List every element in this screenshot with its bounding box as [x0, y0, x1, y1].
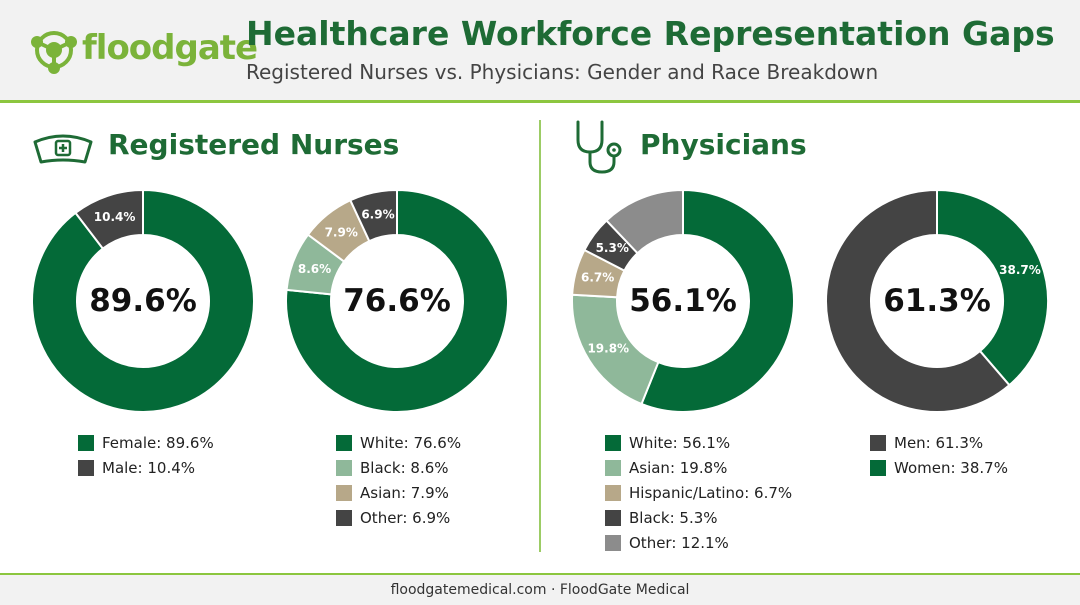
- legend-item-women: Women: 38.7%: [870, 455, 1008, 480]
- footer: floodgatemedical.com · FloodGate Medical: [0, 573, 1080, 605]
- donut-slice-female: [31, 188, 255, 413]
- legend-item-men: Men: 61.3%: [870, 430, 1008, 455]
- slice-label-black: 8.6%: [298, 262, 331, 276]
- nurses-gender-legend: Female: 89.6% Male: 10.4%: [78, 430, 214, 480]
- donut-slice-women: [936, 188, 1049, 387]
- chart-center-label: 76.6%: [343, 283, 451, 319]
- legend-label: Black: 5.3%: [629, 508, 718, 527]
- legend-item-other: Other: 6.9%: [336, 505, 461, 530]
- legend-label: White: 76.6%: [360, 433, 462, 452]
- slice-label-hispanic-latino: 6.7%: [581, 271, 614, 285]
- donut-slice-white: [285, 188, 509, 413]
- chart-center-label: 56.1%: [629, 283, 737, 319]
- legend-label: Men: 61.3%: [894, 433, 984, 452]
- slice-label-asian: 7.9%: [325, 225, 358, 239]
- legend-item-female: Female: 89.6%: [78, 430, 214, 455]
- legend-swatch: [605, 459, 621, 476]
- nurses-race-legend: White: 76.6% Black: 8.6% Asian: 7.9% Other:…: [336, 430, 461, 530]
- nurses-gender-chart: 10.4% 89.6%: [30, 188, 256, 414]
- legend-label: Asian: 7.9%: [360, 483, 449, 502]
- section-header-nurses: Registered Nurses: [30, 118, 510, 174]
- legend-item-male: Male: 10.4%: [78, 455, 214, 480]
- floodgate-logo[interactable]: floodgate: [28, 22, 258, 78]
- header: floodgate Healthcare Workforce Represent…: [0, 0, 1080, 103]
- legend-label: Hispanic/Latino: 6.7%: [629, 483, 793, 502]
- legend-item-black: Black: 8.6%: [336, 455, 461, 480]
- donut-slice-other: [349, 188, 398, 243]
- page-subtitle: Registered Nurses vs. Physicians: Gender…: [246, 60, 879, 84]
- slice-label-women: 38.7%: [999, 263, 1041, 277]
- donut-slice-white: [640, 188, 795, 413]
- nurse-cap-icon: [33, 134, 93, 164]
- legend-swatch: [336, 509, 352, 526]
- legend-label: White: 56.1%: [629, 433, 731, 452]
- legend-swatch: [336, 459, 352, 476]
- legend-swatch: [336, 434, 352, 451]
- legend-item-black: Black: 5.3%: [605, 505, 792, 530]
- physicians-race-legend: White: 56.1% Asian: 19.8% Hispanic/Latino:…: [605, 430, 792, 555]
- legend-label: Female: 89.6%: [102, 433, 214, 452]
- donut-slice-men: [825, 188, 1011, 413]
- slice-label-asian: 19.8%: [587, 341, 629, 355]
- physicians-race-chart: 19.8% 6.7% 5.3% 56.1%: [570, 188, 796, 414]
- legend-label: Male: 10.4%: [102, 458, 196, 477]
- legend-swatch: [78, 434, 94, 451]
- section-header-physicians: Physicians: [570, 118, 1050, 174]
- legend-label: Black: 8.6%: [360, 458, 449, 477]
- legend-swatch: [870, 459, 886, 476]
- legend-item-hispanic-latino: Hispanic/Latino: 6.7%: [605, 480, 792, 505]
- legend-label: Other: 12.1%: [629, 533, 729, 552]
- page-title: Healthcare Workforce Representation Gaps: [246, 14, 1055, 53]
- chart-center-label: 61.3%: [883, 283, 991, 319]
- stethoscope-icon: [576, 120, 622, 174]
- legend-item-white: White: 76.6%: [336, 430, 461, 455]
- legend-swatch: [78, 459, 94, 476]
- section-title-physicians: Physicians: [640, 128, 807, 161]
- physicians-gender-chart: 38.7% 61.3%: [824, 188, 1050, 414]
- slice-label-male: 10.4%: [94, 210, 136, 224]
- molecule-logo-icon: [31, 31, 77, 74]
- chart-center-label: 89.6%: [89, 283, 197, 319]
- section-divider: [539, 120, 541, 552]
- legend-swatch: [605, 534, 621, 551]
- legend-label: Women: 38.7%: [894, 458, 1008, 477]
- legend-swatch: [605, 484, 621, 501]
- donut-slice-male: [74, 188, 144, 250]
- donut-slice-other: [605, 188, 684, 255]
- physicians-gender-legend: Men: 61.3% Women: 38.7%: [870, 430, 1008, 480]
- legend-item-asian: Asian: 19.8%: [605, 455, 792, 480]
- legend-item-other: Other: 12.1%: [605, 530, 792, 555]
- legend-label: Other: 6.9%: [360, 508, 451, 527]
- legend-swatch: [605, 434, 621, 451]
- legend-label: Asian: 19.8%: [629, 458, 728, 477]
- brand-name: floodgate: [82, 28, 258, 68]
- legend-item-asian: Asian: 7.9%: [336, 480, 461, 505]
- nurses-race-chart: 8.6% 7.9% 6.9% 76.6%: [284, 188, 510, 414]
- legend-swatch: [336, 484, 352, 501]
- section-title-nurses: Registered Nurses: [108, 128, 400, 161]
- legend-item-white: White: 56.1%: [605, 430, 792, 455]
- legend-swatch: [870, 434, 886, 451]
- slice-label-black: 5.3%: [596, 241, 629, 255]
- slice-label-other: 6.9%: [361, 208, 394, 222]
- legend-swatch: [605, 509, 621, 526]
